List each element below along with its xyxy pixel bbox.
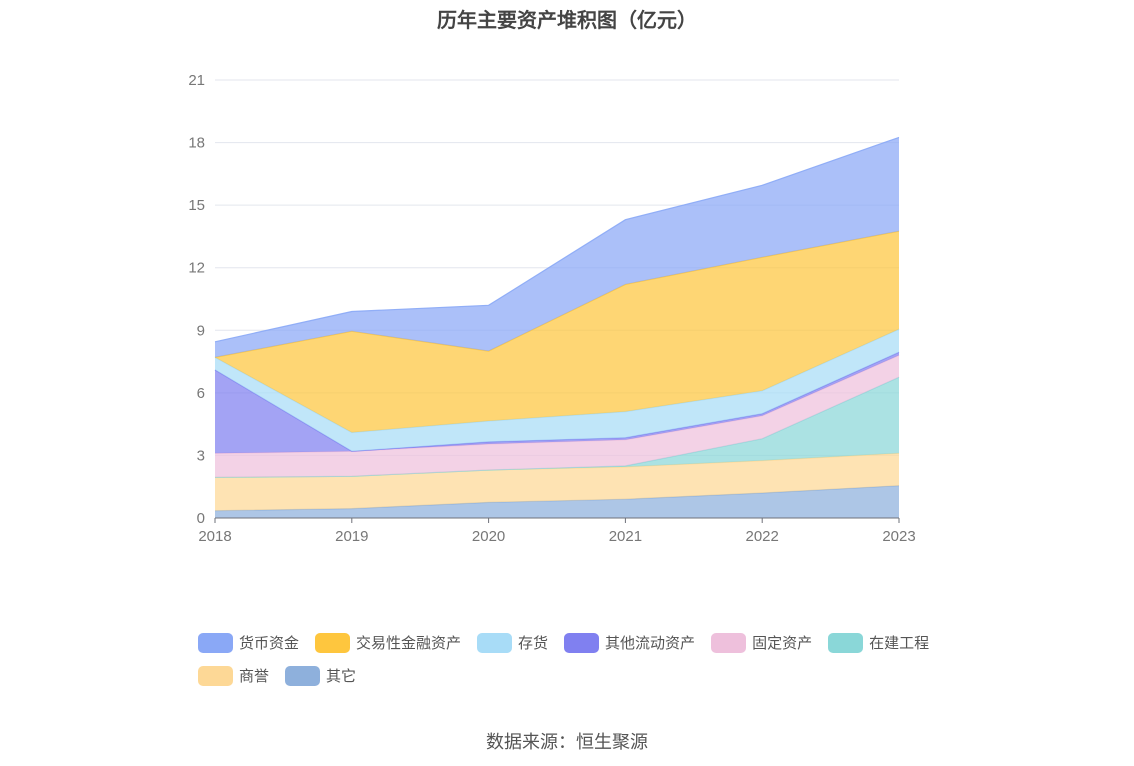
y-tick-label: 12 <box>188 260 205 277</box>
legend-swatch <box>711 632 747 653</box>
legend-label: 其他流动资产 <box>605 634 696 652</box>
legend-swatch <box>828 632 864 653</box>
legend-label: 存货 <box>518 634 549 652</box>
area-series <box>215 377 899 478</box>
y-tick-label: 15 <box>188 197 205 214</box>
legend-swatch <box>477 632 513 653</box>
area-series <box>215 231 899 433</box>
legend-item[interactable]: 商誉 <box>198 664 269 687</box>
legend-item[interactable]: 其他流动资产 <box>564 631 695 654</box>
chart-legend: 货币资金 交易性金融资产 存货 其他流动资产 固定资产 在建工程商誉 其它 <box>198 631 958 687</box>
legend-label: 在建工程 <box>869 634 930 652</box>
y-tick-label: 3 <box>197 447 205 464</box>
data-source: 数据来源：恒生聚源 <box>486 732 648 753</box>
x-tick-label: 2019 <box>335 528 368 545</box>
x-tick-label: 2022 <box>746 528 779 545</box>
legend-item[interactable]: 货币资金 <box>198 631 299 654</box>
legend-swatch <box>198 665 233 686</box>
area-series <box>215 485 899 518</box>
legend-item[interactable]: 交易性金融资产 <box>315 631 461 654</box>
x-tick-label: 2021 <box>609 528 642 545</box>
legend-swatch <box>198 632 233 653</box>
legend-swatch <box>285 665 321 686</box>
y-tick-label: 18 <box>188 135 205 152</box>
series-line <box>214 136 900 343</box>
legend-item[interactable]: 在建工程 <box>828 631 929 654</box>
legend-item[interactable]: 固定资产 <box>711 631 812 654</box>
y-tick-label: 21 <box>188 72 205 89</box>
legend-swatch <box>564 632 600 653</box>
x-tick-label: 2020 <box>472 528 505 545</box>
x-tick-label: 2023 <box>882 528 915 545</box>
legend-label: 交易性金融资产 <box>356 634 462 652</box>
x-tick-label: 2018 <box>198 528 231 545</box>
y-tick-label: 9 <box>197 322 205 339</box>
legend-label: 商誉 <box>239 667 270 685</box>
area-series <box>215 453 899 511</box>
stacked-area-chart: 0 3 6 9 12 15 18 21 2018 2019 2020 2021 2022 2023 <box>188 72 915 545</box>
y-tick-label: 0 <box>197 510 205 527</box>
area-series <box>215 329 899 452</box>
legend-item[interactable]: 存货 <box>477 631 548 654</box>
chart-title: 历年主要资产堆积图（亿元） <box>437 8 697 32</box>
legend-swatch <box>315 632 351 653</box>
legend-label: 货币资金 <box>239 634 300 652</box>
legend-label: 其它 <box>326 667 357 685</box>
legend-label: 固定资产 <box>752 634 813 652</box>
area-series <box>215 137 899 358</box>
area-series <box>215 352 899 454</box>
legend-item[interactable]: 其它 <box>285 664 356 687</box>
y-tick-label: 6 <box>197 385 205 402</box>
